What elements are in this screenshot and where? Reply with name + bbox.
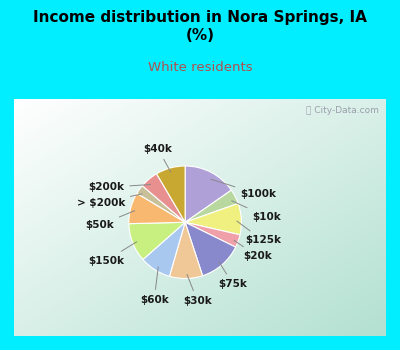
Text: $60k: $60k [140,267,168,305]
Wedge shape [129,193,185,224]
Text: Income distribution in Nora Springs, IA
(%): Income distribution in Nora Springs, IA … [33,10,367,43]
Text: $50k: $50k [85,211,135,230]
Text: ⓘ City-Data.com: ⓘ City-Data.com [306,106,378,115]
Text: $100k: $100k [211,179,276,199]
Wedge shape [185,222,240,247]
Text: $125k: $125k [237,221,281,245]
Text: $200k: $200k [88,182,150,192]
Wedge shape [129,222,185,259]
Text: $30k: $30k [183,274,212,306]
Text: $75k: $75k [218,262,247,289]
Wedge shape [185,222,236,276]
Text: $20k: $20k [234,240,272,261]
Wedge shape [185,190,238,222]
Text: White residents: White residents [148,61,252,74]
Text: $150k: $150k [88,242,137,266]
Text: > $200k: > $200k [76,194,142,208]
Wedge shape [156,166,185,222]
Wedge shape [143,222,185,276]
Wedge shape [137,186,185,222]
Text: $10k: $10k [232,201,281,222]
Wedge shape [170,222,202,279]
Text: $40k: $40k [144,144,172,172]
Wedge shape [185,203,241,235]
Wedge shape [185,166,231,222]
Wedge shape [142,174,185,222]
